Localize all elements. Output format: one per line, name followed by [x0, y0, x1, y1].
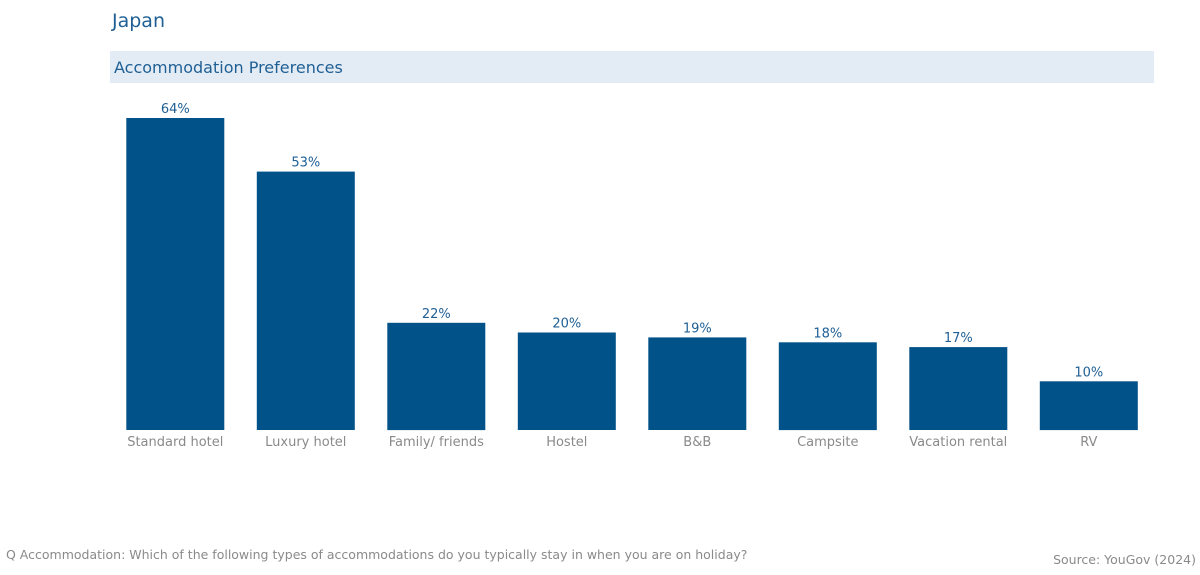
- bar-value-label-4: 19%: [683, 321, 712, 336]
- question-footnote: Q Accommodation: Which of the following …: [6, 547, 748, 562]
- page-title: Japan: [112, 10, 165, 32]
- bar-7: [1039, 381, 1138, 431]
- category-label-6: Vacation rental: [909, 435, 1007, 450]
- category-label-3: Hostel: [546, 435, 587, 450]
- bar-0: [126, 118, 225, 430]
- bars-layer: [126, 118, 1138, 431]
- bar-4: [648, 337, 747, 430]
- bar-value-label-2: 22%: [422, 307, 451, 322]
- bar-value-label-1: 53%: [291, 156, 320, 171]
- chart-subtitle-band: Accommodation Preferences: [110, 51, 1154, 83]
- source-footnote: Source: YouGov (2024): [1053, 552, 1196, 567]
- category-label-0: Standard hotel: [127, 435, 223, 450]
- bar-value-label-5: 18%: [813, 326, 842, 341]
- bar-value-label-7: 10%: [1074, 365, 1103, 380]
- category-labels-layer: Standard hotel Luxury hotel Family/ friend…: [127, 435, 1097, 450]
- bar-1: [256, 171, 355, 430]
- bar-value-label-3: 20%: [552, 317, 581, 332]
- value-labels-layer: 64% 53% 22% 20% 19% 18% 17% 10%: [161, 102, 1103, 380]
- bar-2: [387, 322, 486, 431]
- bar-3: [517, 332, 616, 430]
- bar-value-label-0: 64%: [161, 102, 190, 117]
- category-label-1: Luxury hotel: [265, 435, 346, 450]
- category-label-7: RV: [1080, 435, 1097, 450]
- category-label-5: Campsite: [797, 435, 858, 450]
- bar-value-label-6: 17%: [944, 331, 973, 346]
- category-label-2: Family/ friends: [389, 435, 484, 450]
- chart-subtitle: Accommodation Preferences: [114, 58, 343, 77]
- bar-6: [909, 347, 1008, 430]
- category-label-4: B&B: [683, 435, 711, 450]
- bar-5: [778, 342, 877, 431]
- bar-chart: 64% 53% 22% 20% 19% 18% 17% 10% Standard hotel L…: [126, 102, 1138, 450]
